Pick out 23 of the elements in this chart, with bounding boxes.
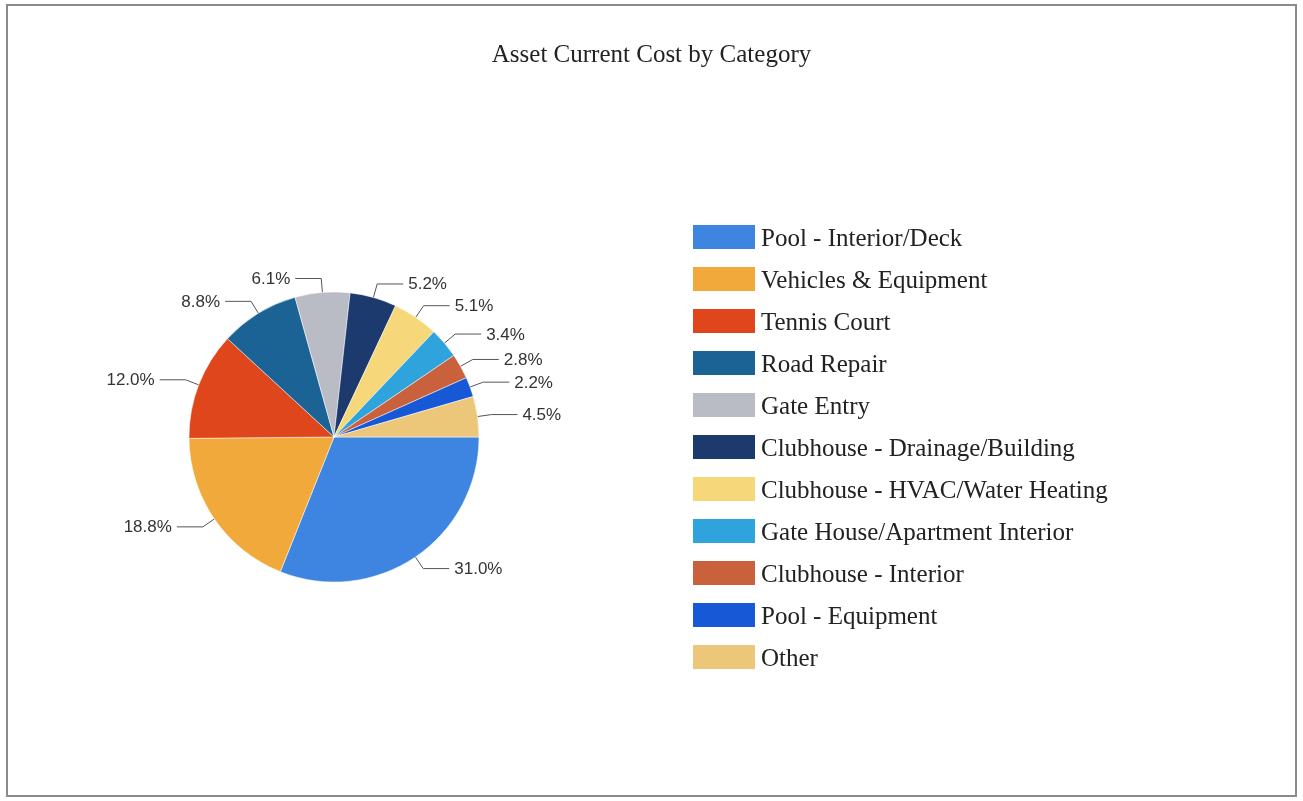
legend-label: Road Repair xyxy=(761,349,888,377)
legend-label: Pool - Interior/Deck xyxy=(761,223,963,251)
data-label: 12.0% xyxy=(106,370,155,390)
data-label: 2.2% xyxy=(514,372,553,392)
data-label: 6.1% xyxy=(251,269,291,289)
data-label: 2.8% xyxy=(503,349,543,369)
legend-label: Vehicles & Equipment xyxy=(761,265,988,293)
data-label: 4.5% xyxy=(522,405,562,425)
legend-label: Pool - Equipment xyxy=(761,601,938,629)
data-label: 31.0% xyxy=(454,559,503,579)
legend-label: Gate House/Apartment Interior xyxy=(761,517,1075,545)
data-label: 8.8% xyxy=(181,291,221,311)
legend-label: Tennis Court xyxy=(761,307,891,335)
legend-label: Clubhouse - Interior xyxy=(761,559,965,587)
chart-title: Asset Current Cost by Category xyxy=(491,40,812,67)
legend-label: Clubhouse - HVAC/Water Heating xyxy=(761,475,1109,503)
legend-label: Other xyxy=(761,643,819,671)
data-label: 18.8% xyxy=(123,517,172,537)
data-label: 5.1% xyxy=(454,296,494,316)
data-label: 5.2% xyxy=(408,274,447,294)
data-label: 3.4% xyxy=(486,324,525,344)
legend-label: Clubhouse - Drainage/Building xyxy=(761,433,1076,461)
legend-label: Gate Entry xyxy=(761,391,871,419)
